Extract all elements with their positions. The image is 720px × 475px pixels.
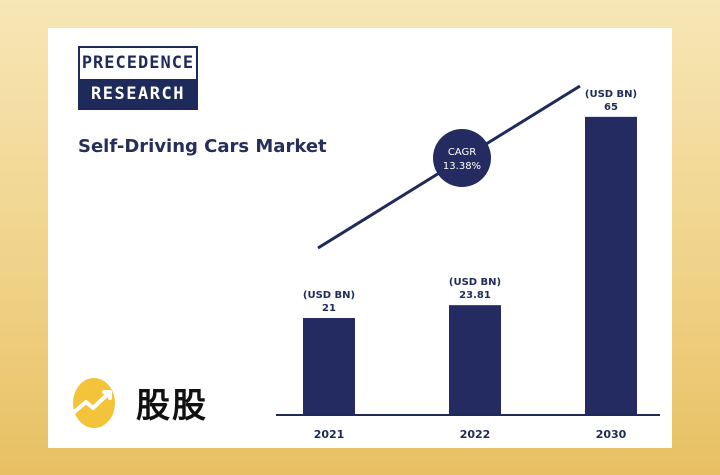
bar-2021 <box>303 318 355 414</box>
egg-logo-icon <box>70 378 115 428</box>
x-tick-label-2021: 2021 <box>314 428 345 441</box>
chart-title: Self-Driving Cars Market <box>78 136 327 157</box>
cagr-value: 13.38% <box>443 161 481 172</box>
cagr-badge <box>433 129 491 187</box>
bar-2030 <box>585 116 637 414</box>
x-tick-label-2022: 2022 <box>460 428 491 441</box>
data-label-2022: 23.81 <box>459 290 491 301</box>
bar-chart: (USD BN) 21 2021 (USD BN) 23.81 2022 (USD BN) 6… <box>276 84 660 441</box>
chart-card: PRECEDENCE RESEARCH Self-Driving Cars Ma… <box>48 28 672 448</box>
logo-line-1: PRECEDENCE <box>80 48 196 79</box>
precedence-research-logo: PRECEDENCE RESEARCH <box>78 46 198 110</box>
unit-label-2030: (USD BN) <box>585 89 637 100</box>
data-label-2030: 65 <box>604 102 618 113</box>
x-tick-label-2030: 2030 <box>596 428 627 441</box>
data-label-2021: 21 <box>322 303 336 314</box>
logo-line-2: RESEARCH <box>80 79 196 108</box>
bar-2022 <box>449 305 501 414</box>
unit-label-2022: (USD BN) <box>449 277 501 288</box>
cagr-label: CAGR <box>448 147 476 158</box>
unit-label-2021: (USD BN) <box>303 290 355 301</box>
watermark-brand: 股股 <box>66 370 226 430</box>
watermark-text: 股股 <box>136 386 208 426</box>
